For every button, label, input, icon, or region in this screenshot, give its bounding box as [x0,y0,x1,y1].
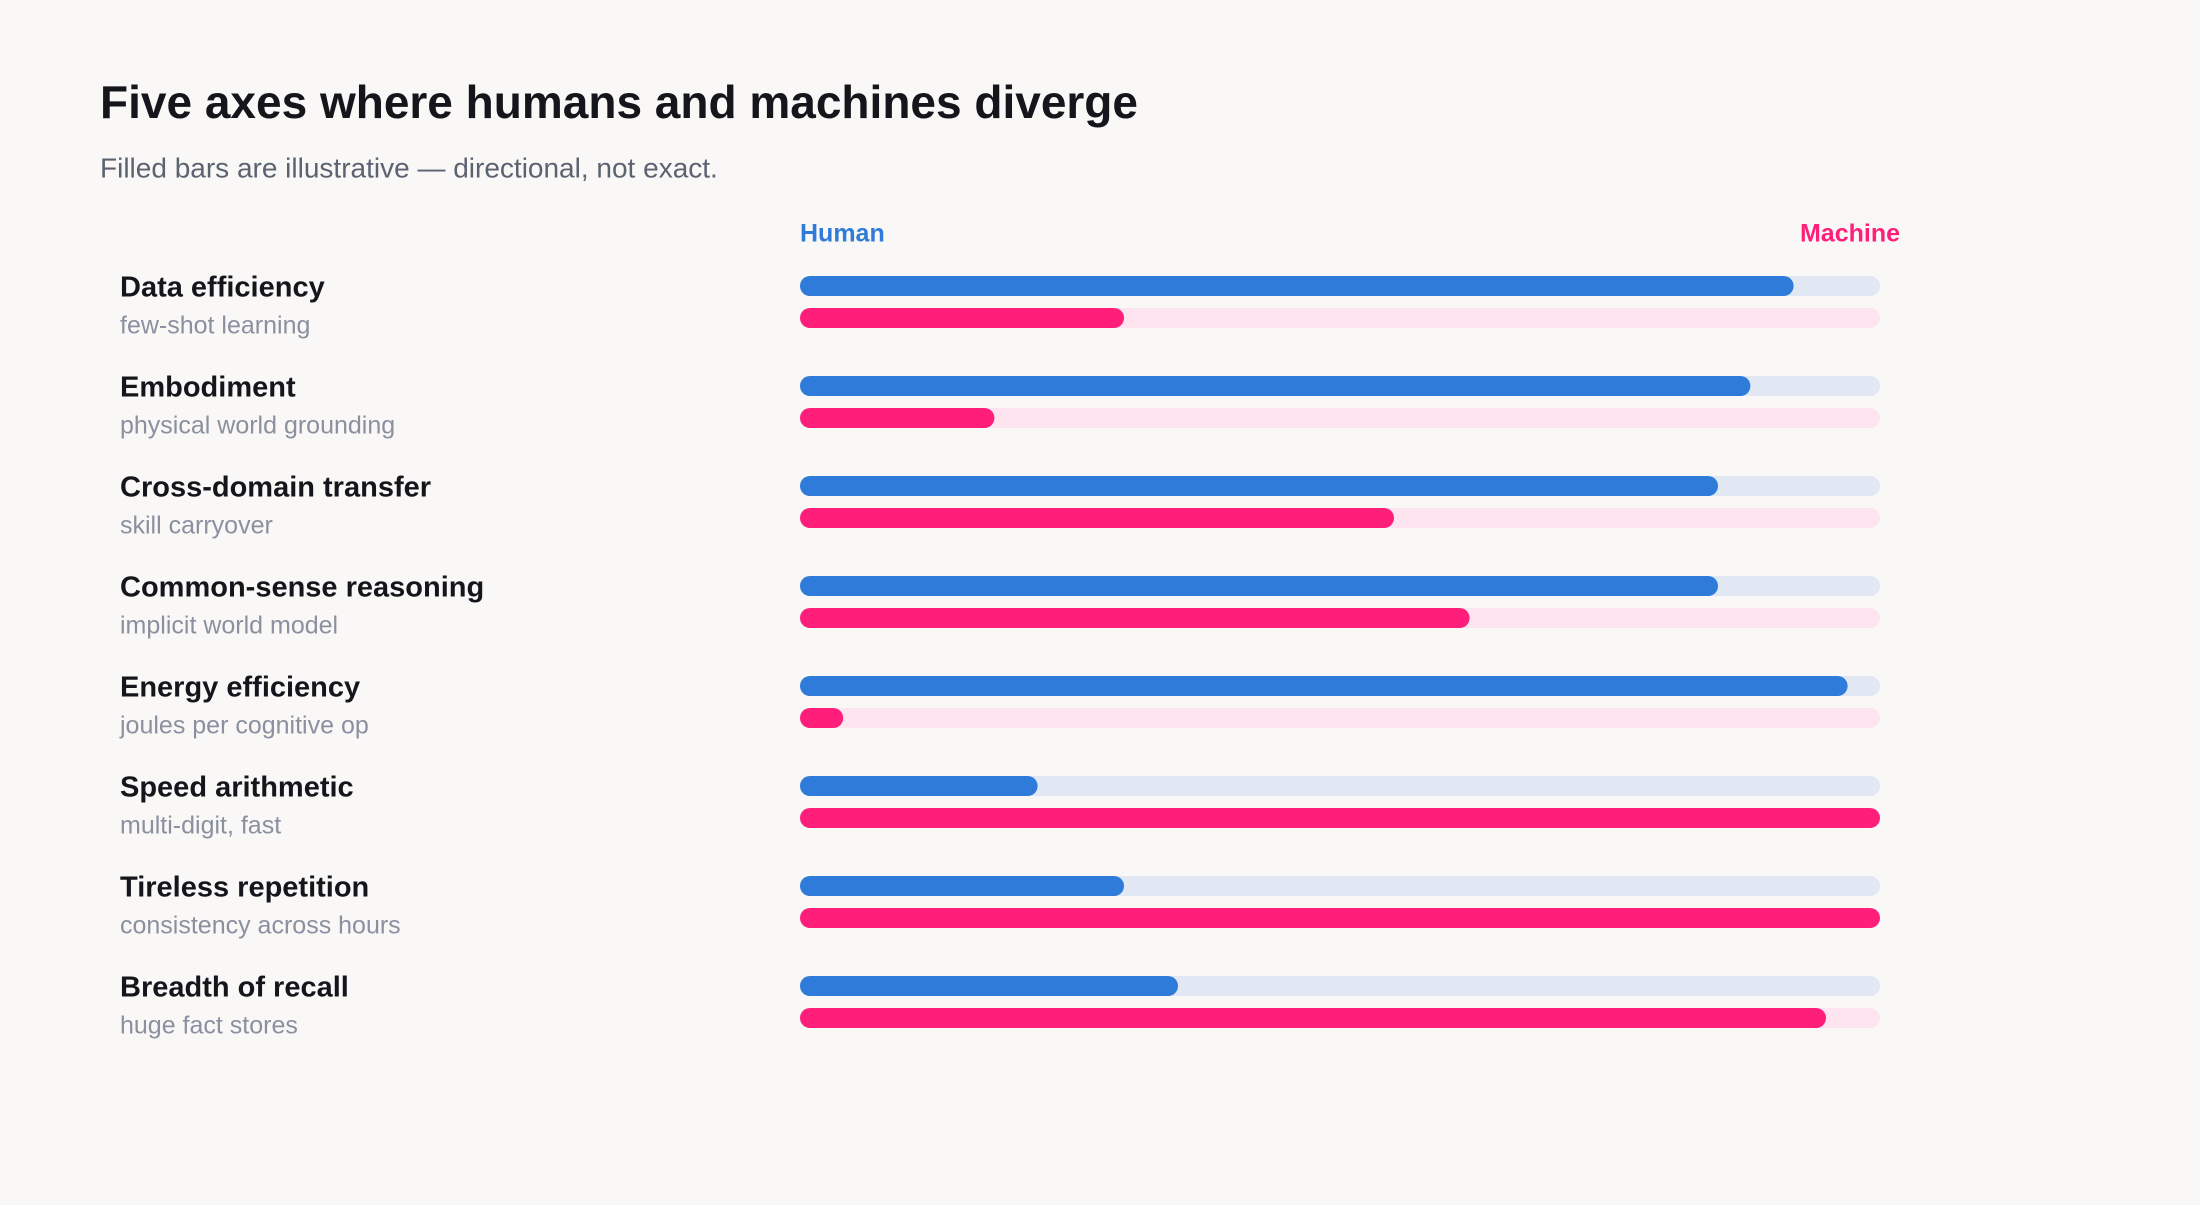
category-note: joules per cognitive op [119,712,369,740]
bar [800,708,844,728]
bar [800,508,1394,528]
bar [800,808,1880,828]
bar [800,1008,1826,1028]
bar [800,676,1848,696]
bar-track [800,776,1880,796]
category-note: few-shot learning [120,312,310,340]
category-label: Common-sense reasoning [120,572,484,604]
bar [800,308,1124,328]
category-note: consistency across hours [120,912,401,940]
bar [800,976,1178,996]
bar [800,276,1794,296]
legend-label: Human [800,220,885,248]
chart-subtitle: Filled bars are illustrative — direction… [100,152,718,183]
bar [800,576,1718,596]
bar [800,476,1718,496]
category-label: Cross-domain transfer [120,472,431,504]
bar [800,608,1470,628]
chart-title: Five axes where humans and machines dive… [100,76,1138,128]
bar [800,876,1124,896]
bar [800,908,1880,928]
bar [800,408,995,428]
category-note: huge fact stores [120,1012,298,1040]
bar-track [800,408,1880,428]
bar [800,776,1038,796]
category-note: implicit world model [120,612,338,640]
bar-track [800,708,1880,728]
category-label: Energy efficiency [120,672,360,704]
category-label: Speed arithmetic [120,772,354,804]
category-note: skill carryover [120,512,273,540]
category-label: Breadth of recall [120,972,349,1004]
category-note: multi-digit, fast [120,812,281,840]
category-note: physical world grounding [120,412,395,440]
legend-label: Machine [1800,220,1900,248]
category-label: Data efficiency [120,272,325,304]
category-label: Embodiment [120,372,296,404]
bar [800,376,1751,396]
category-label: Tireless repetition [120,872,369,904]
